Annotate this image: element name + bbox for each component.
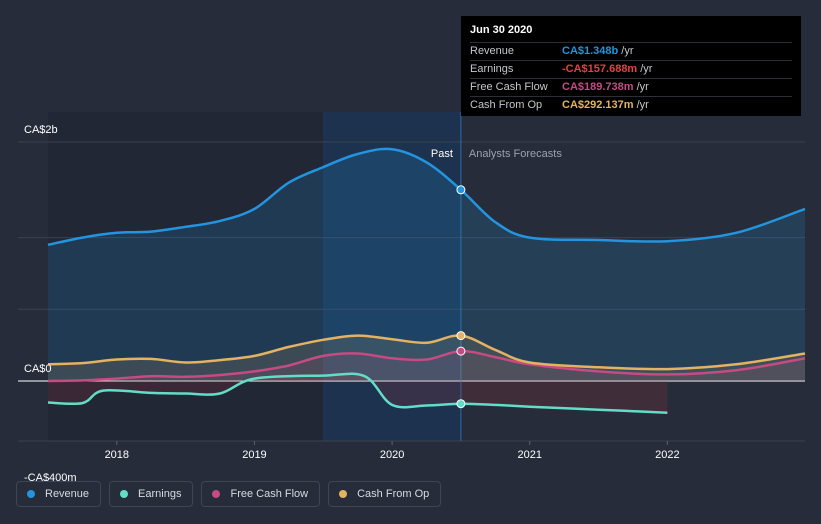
- highlight-band: [323, 112, 461, 441]
- chart-legend: Revenue Earnings Free Cash Flow Cash Fro…: [16, 481, 442, 507]
- tooltip-value: CA$189.738m: [562, 81, 634, 93]
- cfo-area: [48, 335, 805, 381]
- cfo-marker: [456, 331, 466, 341]
- tooltip-unit: /yr: [621, 45, 634, 57]
- tooltip-row-cash-from-op: Cash From Op CA$292.137m /yr: [470, 97, 792, 114]
- tooltip-value: CA$1.348b: [562, 45, 619, 57]
- legend-dot-icon: [27, 490, 35, 498]
- tooltip-unit: /yr: [636, 81, 649, 93]
- x-tick-label: 2022: [655, 449, 679, 461]
- legend-label: Free Cash Flow: [230, 488, 309, 500]
- tooltip-row-free-cash-flow: Free Cash Flow CA$189.738m /yr: [470, 79, 792, 97]
- tooltip-row-earnings: Earnings -CA$157.688m /yr: [470, 61, 792, 79]
- legend-dot-icon: [120, 490, 129, 498]
- data-tooltip: Jun 30 2020 Revenue CA$1.348b /yr Earnin…: [461, 16, 801, 116]
- x-tick-label: 2021: [517, 449, 541, 461]
- legend-label: Revenue: [45, 488, 90, 500]
- revenue-line: [47, 147, 806, 247]
- fcf-line: [47, 349, 806, 383]
- legend-cash-from-op-toggle[interactable]: Cash From Op: [328, 481, 442, 507]
- x-tick-label: 2020: [380, 449, 404, 461]
- x-tick-label: 2019: [242, 449, 266, 461]
- y-tick-label: CA$0: [24, 363, 52, 375]
- tooltip-label: Revenue: [470, 45, 515, 57]
- legend-earnings-toggle[interactable]: Earnings: [109, 481, 194, 507]
- y-tick-label: -CA$400m: [24, 472, 77, 484]
- tooltip-row-revenue: Revenue CA$1.348b /yr: [470, 43, 792, 61]
- past-label: Past: [431, 148, 453, 160]
- tooltip-value: CA$292.137m: [562, 99, 634, 111]
- tooltip-unit: /yr: [640, 63, 653, 75]
- tooltip-label: Free Cash Flow: [470, 81, 548, 93]
- fcf-marker: [456, 346, 466, 356]
- tooltip-date: Jun 30 2020: [470, 24, 792, 43]
- revenue-marker: [456, 185, 466, 195]
- legend-dot-icon: [339, 490, 348, 498]
- cfo-line: [47, 334, 806, 371]
- legend-dot-icon: [212, 490, 221, 498]
- tooltip-label: Cash From Op: [470, 99, 543, 111]
- revenue-area: [48, 148, 805, 381]
- earnings-marker: [456, 399, 466, 409]
- earnings-negative-area: [48, 373, 668, 413]
- legend-free-cash-flow-toggle[interactable]: Free Cash Flow: [201, 481, 321, 507]
- tooltip-label: Earnings: [470, 63, 514, 75]
- legend-label: Earnings: [138, 488, 182, 500]
- tooltip-unit: /yr: [636, 99, 649, 111]
- earnings-line: [47, 372, 668, 414]
- legend-revenue-toggle[interactable]: Revenue: [16, 481, 102, 507]
- legend-label: Cash From Op: [357, 488, 430, 500]
- x-tick-label: 2018: [105, 449, 129, 461]
- y-tick-label: CA$2b: [24, 124, 58, 136]
- tooltip-value: -CA$157.688m: [562, 63, 638, 75]
- forecast-label: Analysts Forecasts: [469, 148, 562, 160]
